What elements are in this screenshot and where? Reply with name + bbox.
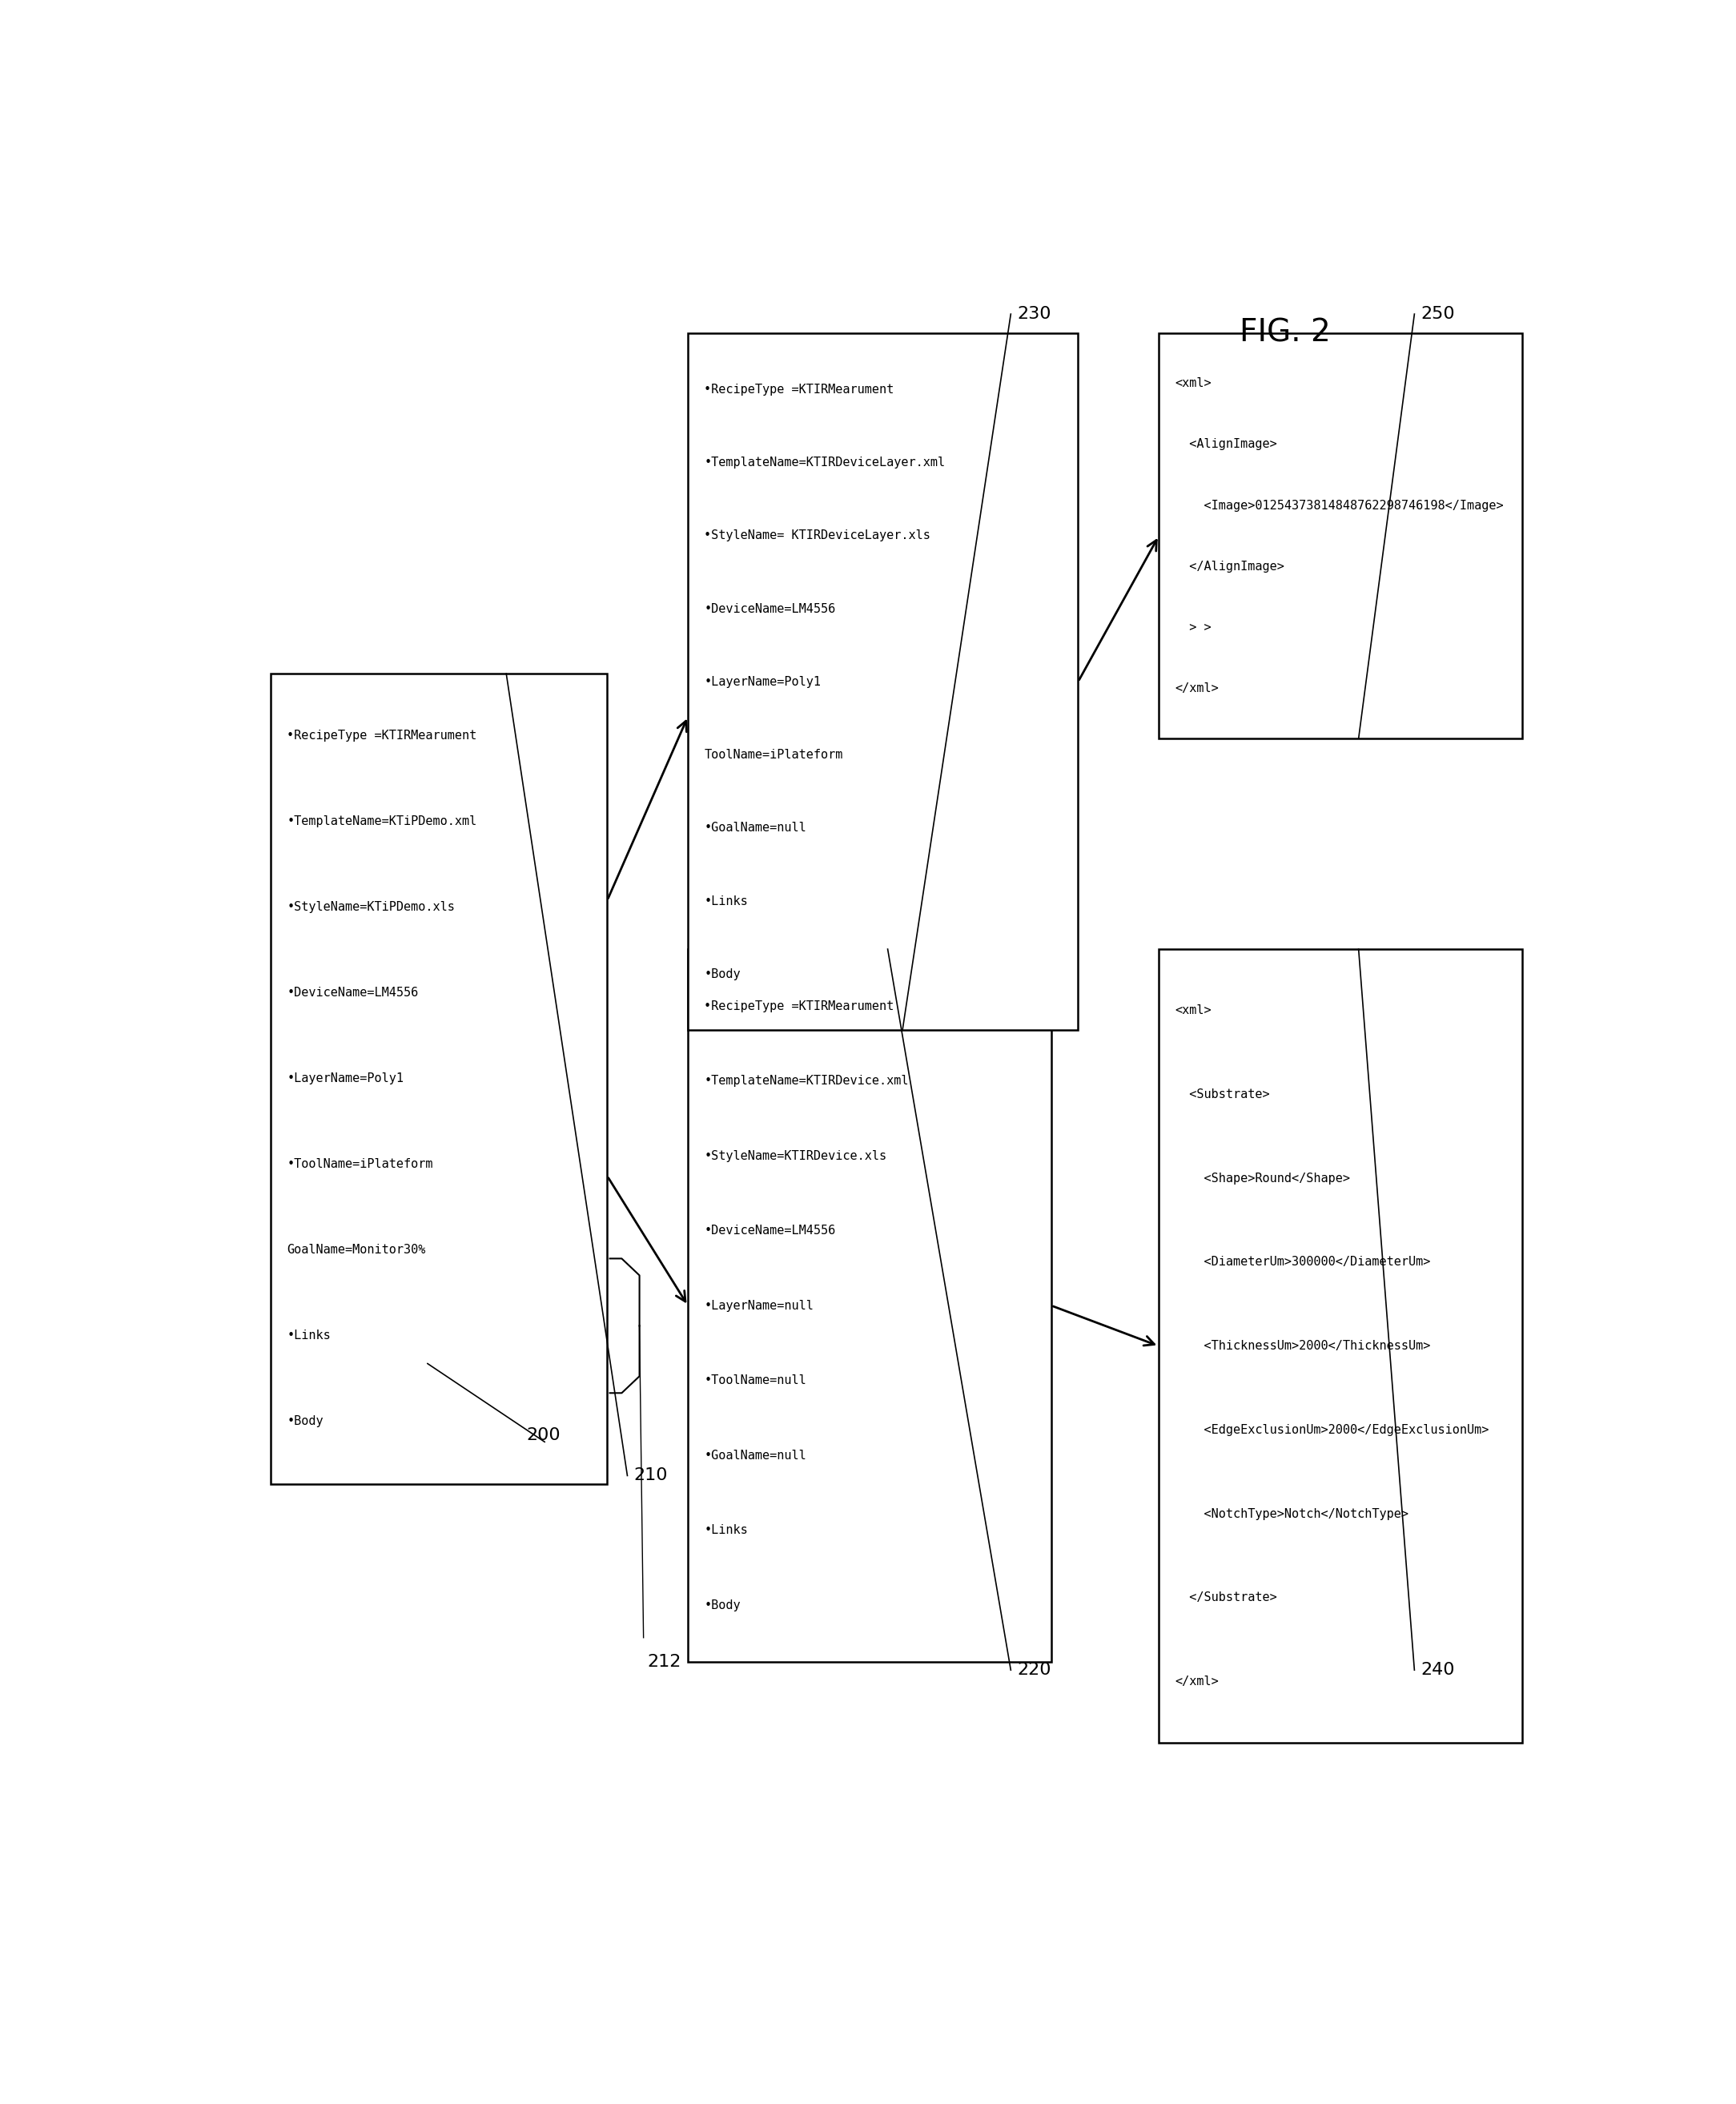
Text: <ThicknessUm>2000</ThicknessUm>: <ThicknessUm>2000</ThicknessUm> <box>1175 1340 1430 1353</box>
Text: •RecipeType =KTIRMearument: •RecipeType =KTIRMearument <box>705 999 894 1012</box>
Bar <box>271 673 608 1483</box>
Text: •DeviceName=LM4556: •DeviceName=LM4556 <box>705 1225 835 1237</box>
Text: •Body: •Body <box>705 1599 741 1612</box>
Text: <Substrate>: <Substrate> <box>1175 1088 1271 1100</box>
Bar <box>687 332 1078 1031</box>
Text: •GoalName=null: •GoalName=null <box>705 823 806 833</box>
Text: </Substrate>: </Substrate> <box>1175 1593 1278 1603</box>
Text: 212: 212 <box>648 1654 682 1671</box>
Text: <Shape>Round</Shape>: <Shape>Round</Shape> <box>1175 1172 1351 1185</box>
Text: 210: 210 <box>634 1469 668 1483</box>
Text: <xml>: <xml> <box>1175 377 1212 389</box>
Text: <NotchType>Notch</NotchType>: <NotchType>Notch</NotchType> <box>1175 1509 1408 1519</box>
Text: <AlignImage>: <AlignImage> <box>1175 438 1278 450</box>
Text: •StyleName= KTIRDeviceLayer.xls: •StyleName= KTIRDeviceLayer.xls <box>705 530 930 541</box>
Text: •StyleName=KTiPDemo.xls: •StyleName=KTiPDemo.xls <box>286 901 455 913</box>
Text: </xml>: </xml> <box>1175 1675 1219 1687</box>
Text: •ToolName=iPlateform: •ToolName=iPlateform <box>286 1159 432 1170</box>
Text: •Links: •Links <box>286 1330 332 1342</box>
Text: </xml>: </xml> <box>1175 682 1219 694</box>
Text: •TemplateName=KTIRDeviceLayer.xml: •TemplateName=KTIRDeviceLayer.xml <box>705 457 944 469</box>
Text: •StyleName=KTIRDevice.xls: •StyleName=KTIRDevice.xls <box>705 1149 887 1161</box>
Text: •Body: •Body <box>705 968 741 980</box>
Text: •LayerName=null: •LayerName=null <box>705 1300 814 1311</box>
Text: •LayerName=Poly1: •LayerName=Poly1 <box>286 1073 404 1086</box>
Text: •RecipeType =KTIRMearument: •RecipeType =KTIRMearument <box>286 730 477 743</box>
Text: •TemplateName=KTiPDemo.xml: •TemplateName=KTiPDemo.xml <box>286 816 477 827</box>
Text: •Links: •Links <box>705 1523 748 1536</box>
Text: <Image>01254373814848762298746198</Image>: <Image>01254373814848762298746198</Image… <box>1175 499 1503 511</box>
Text: •RecipeType =KTIRMearument: •RecipeType =KTIRMearument <box>705 383 894 396</box>
Text: 200: 200 <box>526 1427 561 1443</box>
Text: ToolName=iPlateform: ToolName=iPlateform <box>705 749 844 762</box>
Text: 220: 220 <box>1017 1662 1052 1679</box>
Text: •LayerName=Poly1: •LayerName=Poly1 <box>705 675 821 688</box>
Text: FIG. 2: FIG. 2 <box>1240 318 1330 347</box>
Text: •DeviceName=LM4556: •DeviceName=LM4556 <box>705 602 835 614</box>
Text: <EdgeExclusionUm>2000</EdgeExclusionUm>: <EdgeExclusionUm>2000</EdgeExclusionUm> <box>1175 1424 1489 1435</box>
Text: •Links: •Links <box>705 894 748 907</box>
Text: •GoalName=null: •GoalName=null <box>705 1450 806 1462</box>
Text: GoalName=Monitor30%: GoalName=Monitor30% <box>286 1243 425 1256</box>
Text: 240: 240 <box>1422 1662 1455 1679</box>
Text: •ToolName=null: •ToolName=null <box>705 1374 806 1387</box>
Text: > >: > > <box>1175 621 1212 633</box>
Text: <DiameterUm>300000</DiameterUm>: <DiameterUm>300000</DiameterUm> <box>1175 1256 1430 1269</box>
Text: •DeviceName=LM4556: •DeviceName=LM4556 <box>286 987 418 999</box>
Bar <box>1158 949 1522 1742</box>
Bar <box>687 949 1050 1662</box>
Text: 230: 230 <box>1017 305 1052 322</box>
Text: </AlignImage>: </AlignImage> <box>1175 560 1285 572</box>
Text: •TemplateName=KTIRDevice.xml: •TemplateName=KTIRDevice.xml <box>705 1075 908 1088</box>
Bar <box>1158 332 1522 739</box>
Text: 250: 250 <box>1422 305 1455 322</box>
Text: •Body: •Body <box>286 1416 323 1427</box>
Text: <xml>: <xml> <box>1175 1004 1212 1016</box>
